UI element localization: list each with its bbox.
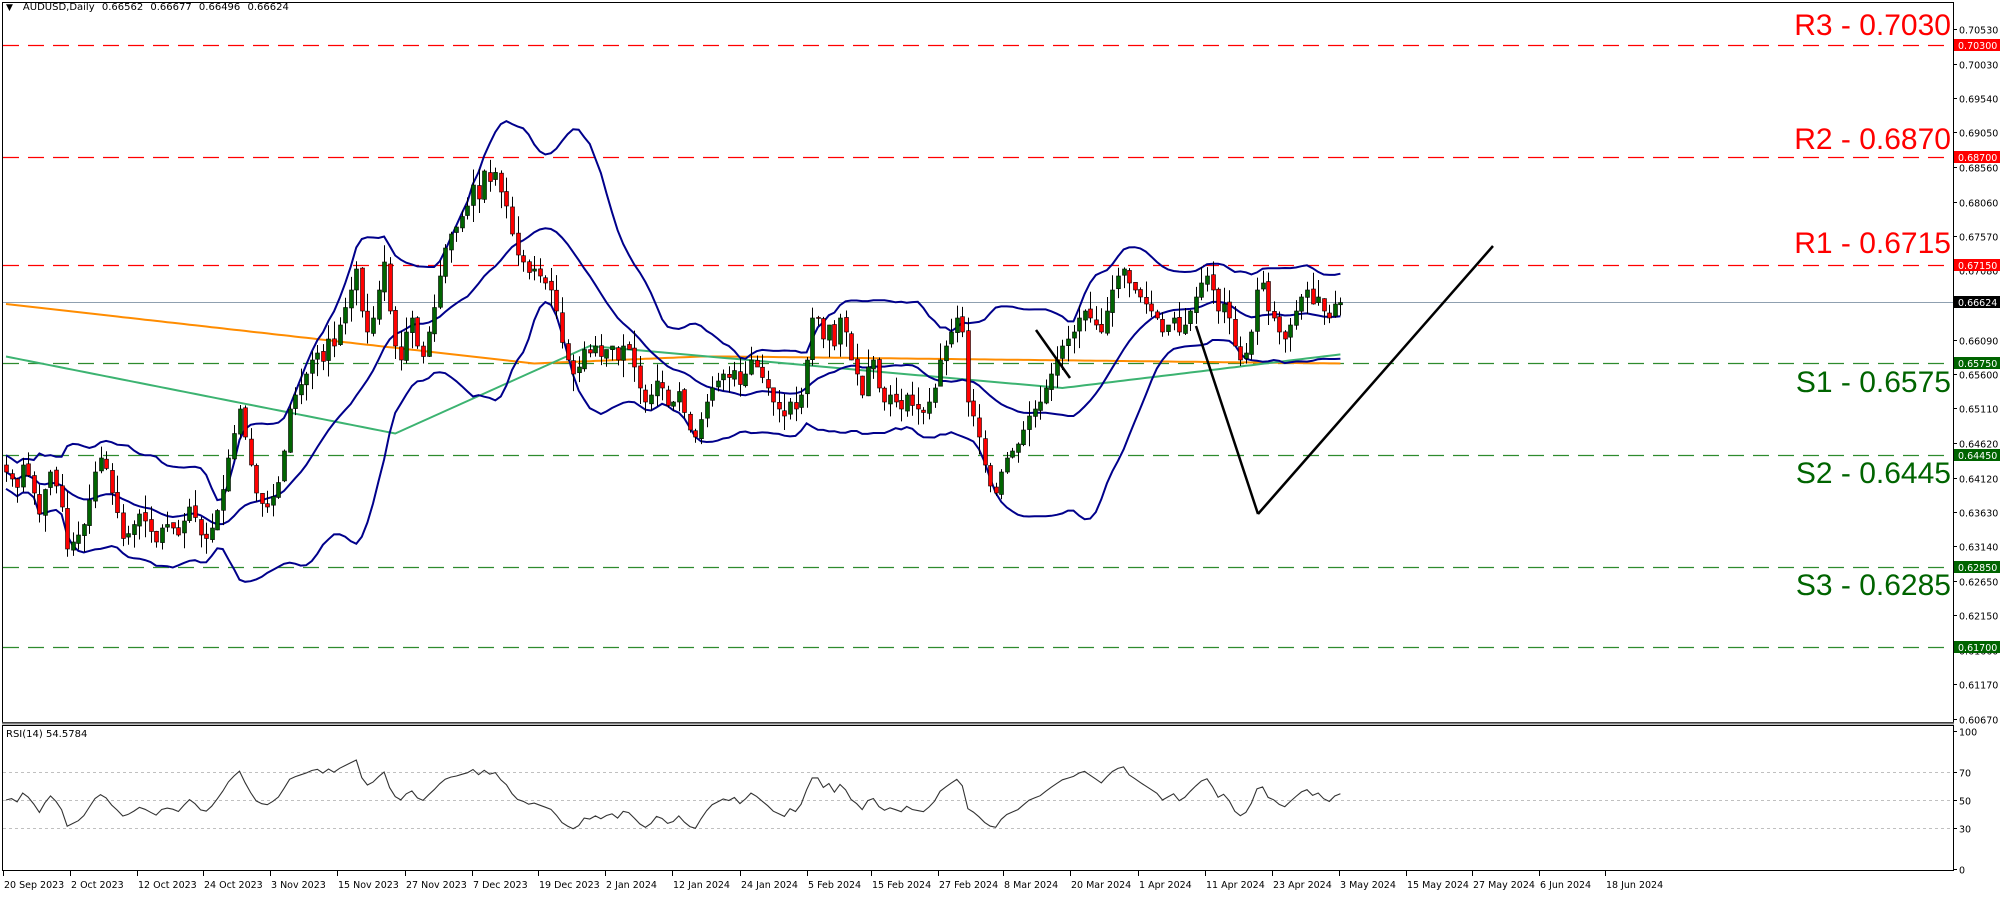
date-tick-label: 2 Jan 2024 bbox=[606, 880, 657, 891]
price-tag-r1 bbox=[1954, 259, 2000, 271]
trendline-3[interactable] bbox=[1257, 245, 1494, 515]
date-tick-label: 3 May 2024 bbox=[1340, 880, 1396, 891]
price-tick-label: 0.63140 bbox=[1959, 543, 1998, 554]
price-tick-label: 0.68060 bbox=[1959, 199, 1998, 210]
svg-text:0.66624: 0.66624 bbox=[1958, 298, 1997, 309]
level-label-s1: S1 - 0.6575 bbox=[1795, 366, 1951, 399]
price-tick-label: 0.67570 bbox=[1959, 233, 1998, 244]
date-tick-label: 11 Apr 2024 bbox=[1206, 880, 1265, 891]
triangle-down-icon[interactable]: ▼ bbox=[6, 3, 13, 13]
price-tick-label: 0.70530 bbox=[1959, 26, 1998, 37]
price-tag-s3 bbox=[1954, 561, 2000, 573]
price-tick-label: 0.68560 bbox=[1959, 164, 1998, 175]
price-tick-label: 0.62150 bbox=[1959, 612, 1998, 623]
chart-title-bar: ▼ AUDUSD,Daily 0.66562 0.66677 0.66496 0.… bbox=[6, 2, 289, 13]
price-tick-label: 0.69540 bbox=[1959, 95, 1998, 106]
price-tick-label: 0.63630 bbox=[1959, 509, 1998, 520]
level-label-s2: S2 - 0.6445 bbox=[1795, 457, 1951, 490]
low-value: 0.66496 bbox=[198, 2, 241, 13]
rsi-tick-label: 0 bbox=[1959, 866, 1965, 877]
date-tick-label: 15 May 2024 bbox=[1407, 880, 1469, 891]
date-tick-label: 24 Oct 2023 bbox=[204, 880, 263, 891]
date-tick-label: 6 Jun 2024 bbox=[1540, 880, 1591, 891]
level-label-r3: R3 - 0.7030 bbox=[1794, 9, 1951, 42]
price-tick-label: 0.65600 bbox=[1959, 371, 1998, 382]
rsi-line bbox=[5, 759, 1341, 830]
price-tick-label: 0.64120 bbox=[1959, 475, 1998, 486]
bollinger-upper bbox=[5, 119, 1341, 502]
date-tick-label: 2 Oct 2023 bbox=[71, 880, 124, 891]
date-tick-label: 24 Jan 2024 bbox=[741, 880, 798, 891]
price-axis[interactable]: 0.70530 0.70030 0.69540 0.69050 0.68560 0.680… bbox=[1953, 26, 2000, 727]
main-pane-frame bbox=[2, 2, 1954, 723]
rsi-tick-label: 30 bbox=[1959, 825, 1971, 836]
price-tick-label: 0.60670 bbox=[1959, 716, 1998, 727]
bollinger-middle bbox=[5, 227, 1341, 526]
trendlines[interactable] bbox=[1034, 245, 1494, 515]
rsi-tick-label: 70 bbox=[1959, 769, 1971, 780]
svg-text:0.62850: 0.62850 bbox=[1958, 563, 1997, 574]
svg-text:0.65750: 0.65750 bbox=[1958, 359, 1997, 370]
date-tick-label: 12 Jan 2024 bbox=[673, 880, 730, 891]
ma-orange-line bbox=[5, 303, 1341, 365]
price-tick-label: 0.67080 bbox=[1959, 267, 1998, 278]
price-tag-s4 bbox=[1954, 641, 2000, 653]
date-tick-label: 23 Apr 2024 bbox=[1273, 880, 1332, 891]
price-tag-r2 bbox=[1954, 151, 2000, 163]
trendline-2[interactable] bbox=[1194, 325, 1260, 515]
svg-text:0.61700: 0.61700 bbox=[1958, 643, 1997, 654]
rsi-pane-frame bbox=[2, 725, 1954, 871]
date-tick-label: 27 May 2024 bbox=[1473, 880, 1535, 891]
price-tick-label: 0.62650 bbox=[1959, 578, 1998, 589]
date-tick-label: 19 Dec 2023 bbox=[539, 880, 600, 891]
level-label-r1: R1 - 0.6715 bbox=[1794, 227, 1951, 260]
date-tick-label: 15 Feb 2024 bbox=[872, 880, 931, 891]
price-tag-s2 bbox=[1954, 449, 2000, 461]
svg-text:0.64450: 0.64450 bbox=[1958, 451, 1997, 462]
price-tick-label: 0.69050 bbox=[1959, 129, 1998, 140]
support-resistance-lines bbox=[3, 44, 1953, 649]
svg-text:0.68700: 0.68700 bbox=[1958, 153, 1997, 164]
date-tick-label: 1 Apr 2024 bbox=[1139, 880, 1192, 891]
bollinger-bands bbox=[5, 119, 1341, 583]
date-tick-label: 27 Feb 2024 bbox=[939, 880, 998, 891]
svg-text:0.70300: 0.70300 bbox=[1958, 41, 1997, 52]
rsi-tick-label: 50 bbox=[1959, 797, 1971, 808]
price-tick-label: 0.64620 bbox=[1959, 440, 1998, 451]
close-value: 0.66624 bbox=[247, 2, 289, 13]
current-price-tag bbox=[1954, 296, 2000, 308]
date-tick-label: 20 Mar 2024 bbox=[1071, 880, 1131, 891]
price-tag-s1 bbox=[1954, 357, 2000, 369]
level-label-s3: S3 - 0.6285 bbox=[1795, 569, 1951, 602]
rsi-label: RSI(14) 54.5784 bbox=[6, 729, 88, 740]
moving-averages bbox=[5, 303, 1341, 435]
date-tick-label: 3 Nov 2023 bbox=[271, 880, 326, 891]
high-value: 0.66677 bbox=[150, 2, 192, 13]
level-label-r2: R2 - 0.6870 bbox=[1794, 123, 1951, 156]
symbol-label: AUDUSD,Daily bbox=[22, 2, 95, 13]
date-tick-label: 5 Feb 2024 bbox=[808, 880, 861, 891]
rsi-indicator: 100 70 50 30 0 bbox=[3, 728, 1977, 877]
price-tick-label: 0.65110 bbox=[1959, 405, 1998, 416]
date-tick-label: 7 Dec 2023 bbox=[473, 880, 528, 891]
date-tick-label: 15 Nov 2023 bbox=[338, 880, 399, 891]
price-tick-label: 0.70030 bbox=[1959, 61, 1998, 72]
date-tick-label: 20 Sep 2023 bbox=[4, 880, 64, 891]
price-tick-label: 0.61170 bbox=[1959, 681, 1998, 692]
price-tick-label: 0.66090 bbox=[1959, 337, 1998, 348]
price-tag-r3 bbox=[1954, 39, 2000, 51]
rsi-tick-label: 100 bbox=[1959, 728, 1977, 739]
date-tick-label: 12 Oct 2023 bbox=[138, 880, 197, 891]
time-axis[interactable]: 20 Sep 2023 2 Oct 2023 12 Oct 2023 24 Oct 2… bbox=[3, 871, 1664, 891]
date-tick-label: 8 Mar 2024 bbox=[1004, 880, 1058, 891]
svg-text:0.67150: 0.67150 bbox=[1958, 261, 1997, 272]
ma-green-line bbox=[5, 344, 1341, 435]
date-tick-label: 27 Nov 2023 bbox=[406, 880, 467, 891]
open-value: 0.66562 bbox=[101, 2, 144, 13]
trendline-1[interactable] bbox=[1034, 329, 1072, 379]
date-tick-label: 18 Jun 2024 bbox=[1606, 880, 1663, 891]
candlesticks bbox=[4, 159, 1343, 557]
